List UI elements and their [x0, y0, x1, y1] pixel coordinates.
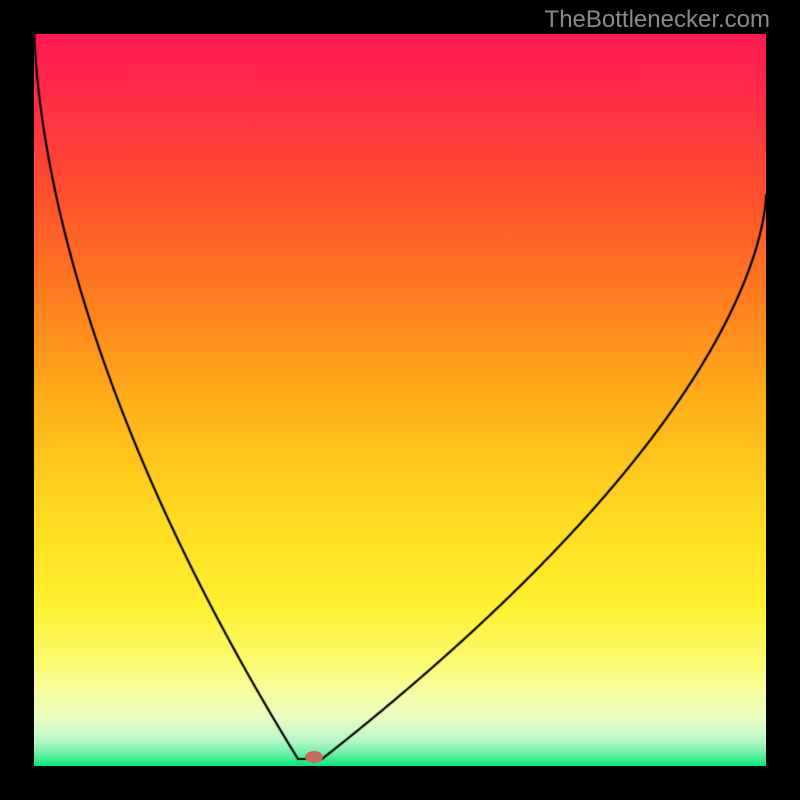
watermark-text: TheBottlenecker.com [545, 6, 770, 34]
bottleneck-curve [0, 0, 800, 800]
optimal-point-marker [305, 751, 323, 763]
chart-container: TheBottlenecker.com [0, 0, 800, 800]
